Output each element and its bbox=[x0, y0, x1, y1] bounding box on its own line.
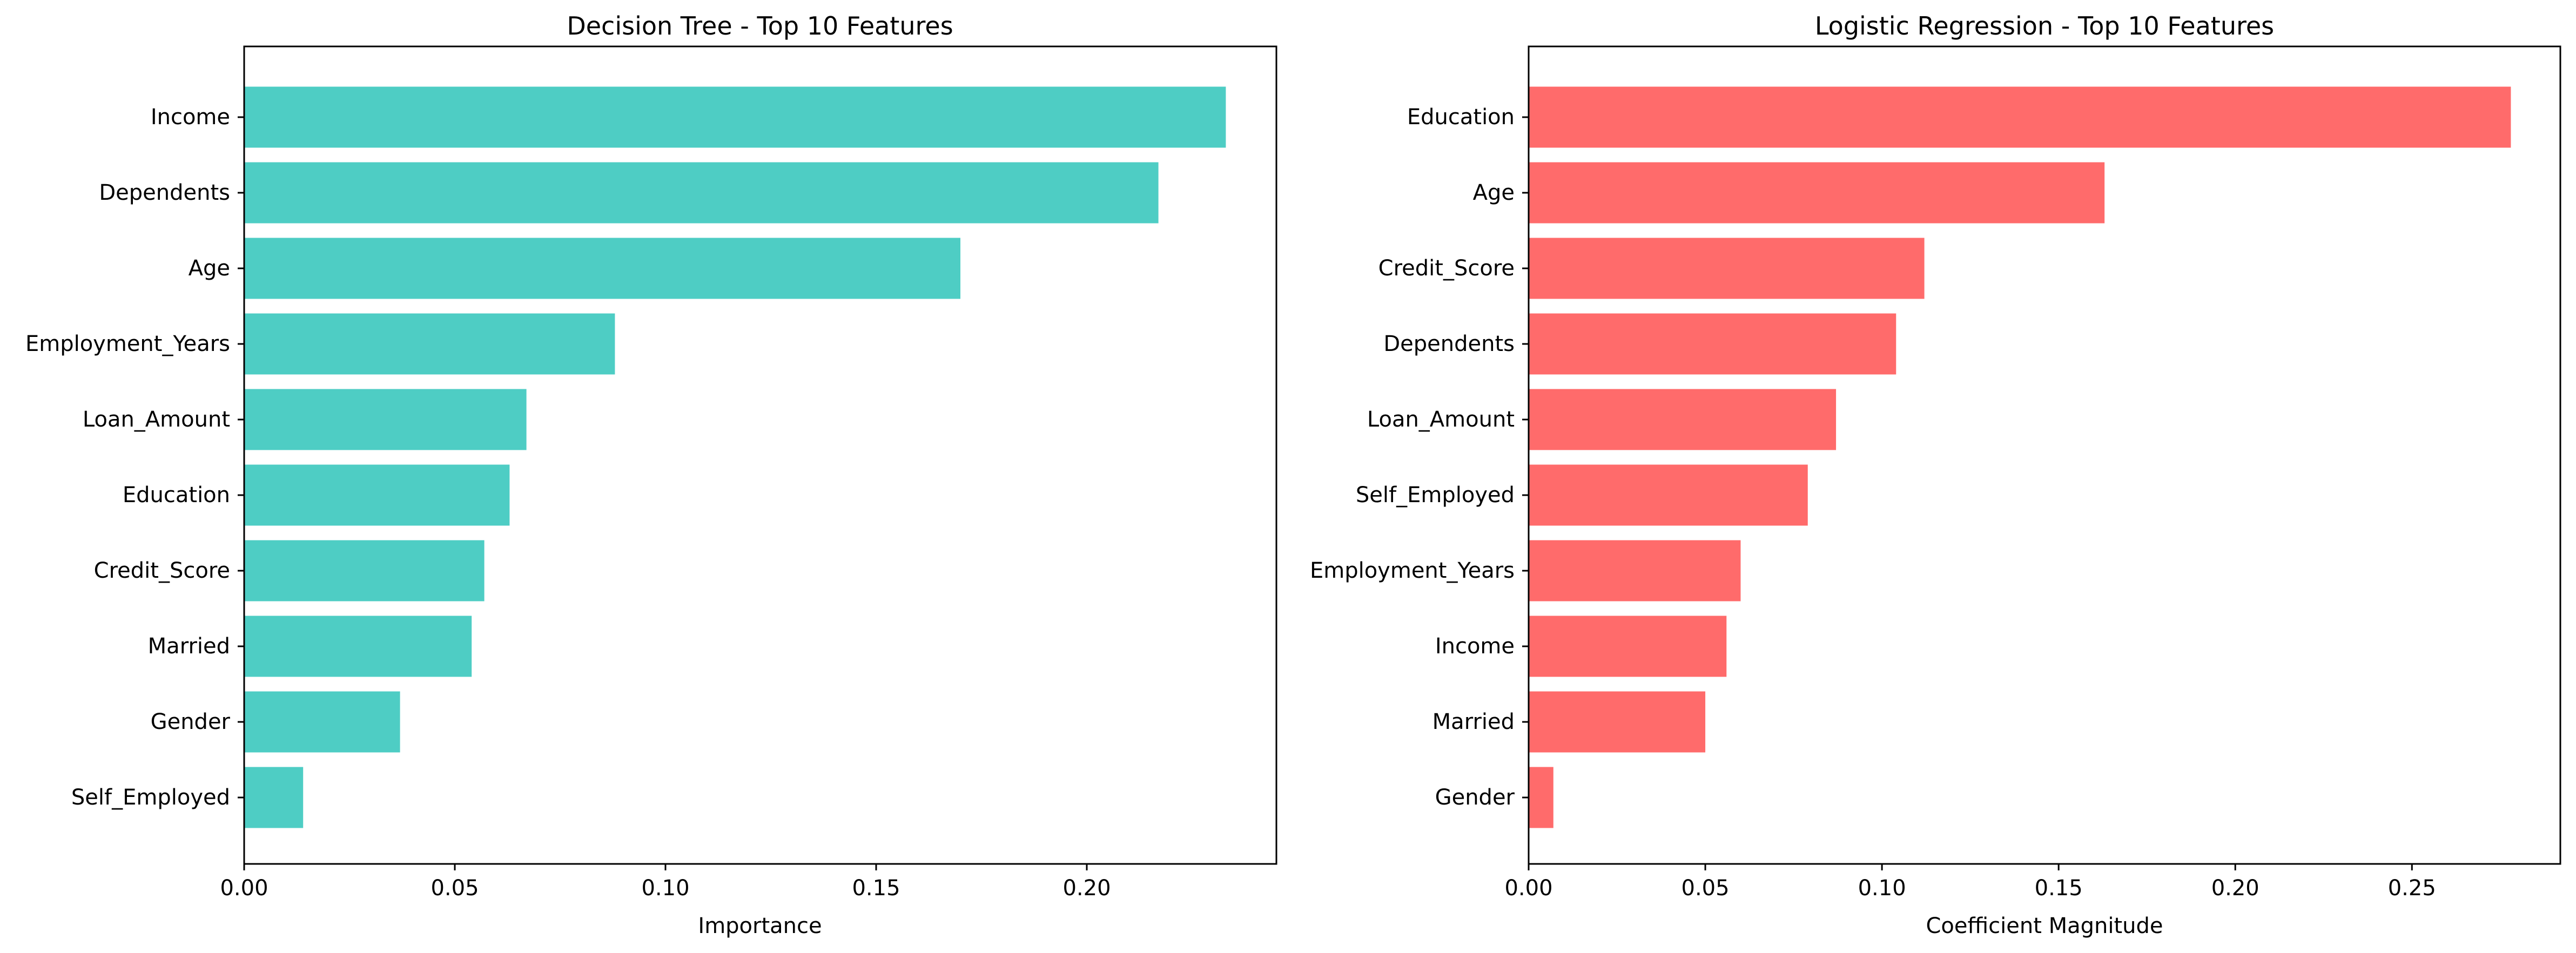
logistic-regression-ytick-label: Self_Employed bbox=[1356, 483, 1515, 508]
logistic-regression-xtick-label: 0.20 bbox=[2211, 876, 2259, 901]
decision-tree-bar-credit-score bbox=[244, 540, 485, 601]
decision-tree-ytick-label: Employment_Years bbox=[25, 332, 230, 356]
decision-tree-ytick-label: Married bbox=[148, 634, 230, 659]
logistic-regression-xlabel: Coefficient Magnitude bbox=[1926, 914, 2163, 938]
logistic-regression-bar-age bbox=[1529, 162, 2105, 224]
logistic-regression-xtick-label: 0.00 bbox=[1504, 876, 1552, 901]
logistic-regression-axes-frame bbox=[1528, 45, 2561, 865]
decision-tree-xlabel: Importance bbox=[698, 914, 822, 938]
decision-tree-xtick-label: 0.15 bbox=[852, 876, 900, 901]
logistic-regression-bar-gender bbox=[1529, 767, 1553, 828]
logistic-regression-ytick-label: Loan_Amount bbox=[1367, 407, 1515, 432]
logistic-regression-bar-loan-amount bbox=[1529, 389, 1837, 450]
decision-tree-ytick-label: Education bbox=[123, 483, 230, 508]
logistic-regression-ytick-label: Married bbox=[1432, 709, 1515, 734]
logistic-regression-xtick-label: 0.25 bbox=[2388, 876, 2436, 901]
decision-tree-bar-married bbox=[244, 616, 472, 677]
logistic-regression-bar-credit-score bbox=[1529, 238, 1925, 299]
decision-tree-ytick-label: Gender bbox=[151, 709, 231, 734]
decision-tree-bar-employment-years bbox=[244, 313, 615, 375]
decision-tree-panel: Decision Tree - Top 10 Features Importan… bbox=[25, 11, 1277, 938]
logistic-regression-ytick-label: Education bbox=[1407, 105, 1515, 130]
decision-tree-title: Decision Tree - Top 10 Features bbox=[567, 11, 953, 40]
logistic-regression-bar-income bbox=[1529, 616, 1727, 677]
logistic-regression-ytick-label: Income bbox=[1435, 634, 1515, 659]
decision-tree-ytick-label: Age bbox=[189, 256, 230, 281]
logistic-regression-panel: Logistic Regression - Top 10 Features Co… bbox=[1310, 11, 2561, 938]
logistic-regression-ytick-label: Age bbox=[1473, 180, 1515, 205]
decision-tree-ytick-label: Loan_Amount bbox=[83, 407, 230, 432]
logistic-regression-bar-employment-years bbox=[1529, 540, 1741, 601]
logistic-regression-xtick-label: 0.10 bbox=[1858, 876, 1906, 901]
decision-tree-bar-income bbox=[244, 86, 1226, 148]
logistic-regression-bar-married bbox=[1529, 691, 1706, 753]
decision-tree-xtick-label: 0.20 bbox=[1062, 876, 1111, 901]
decision-tree-ytick-label: Credit_Score bbox=[94, 558, 230, 583]
decision-tree-bar-gender bbox=[244, 691, 400, 753]
decision-tree-ytick-label: Self_Employed bbox=[71, 785, 230, 810]
logistic-regression-title: Logistic Regression - Top 10 Features bbox=[1815, 11, 2274, 40]
logistic-regression-xtick-label: 0.15 bbox=[2035, 876, 2083, 901]
logistic-regression-bar-dependents bbox=[1529, 313, 1896, 375]
decision-tree-bar-self-employed bbox=[244, 767, 304, 828]
decision-tree-bar-age bbox=[244, 238, 960, 299]
decision-tree-bar-loan-amount bbox=[244, 389, 527, 450]
decision-tree-xtick-label: 0.10 bbox=[641, 876, 689, 901]
decision-tree-xtick-label: 0.05 bbox=[431, 876, 479, 901]
logistic-regression-bar-education bbox=[1529, 86, 2511, 148]
decision-tree-bar-dependents bbox=[244, 162, 1159, 224]
decision-tree-ytick-label: Dependents bbox=[99, 180, 230, 205]
logistic-regression-ytick-label: Employment_Years bbox=[1310, 558, 1515, 583]
decision-tree-ytick-label: Income bbox=[151, 105, 230, 130]
logistic-regression-ytick-label: Credit_Score bbox=[1378, 256, 1515, 281]
decision-tree-bar-education bbox=[244, 464, 510, 526]
logistic-regression-bar-self-employed bbox=[1529, 464, 1808, 526]
decision-tree-axes-frame bbox=[243, 45, 1277, 865]
logistic-regression-xtick-label: 0.05 bbox=[1682, 876, 1730, 901]
decision-tree-xtick-label: 0.00 bbox=[220, 876, 268, 901]
logistic-regression-ytick-label: Gender bbox=[1435, 785, 1515, 810]
logistic-regression-ytick-label: Dependents bbox=[1383, 332, 1515, 356]
